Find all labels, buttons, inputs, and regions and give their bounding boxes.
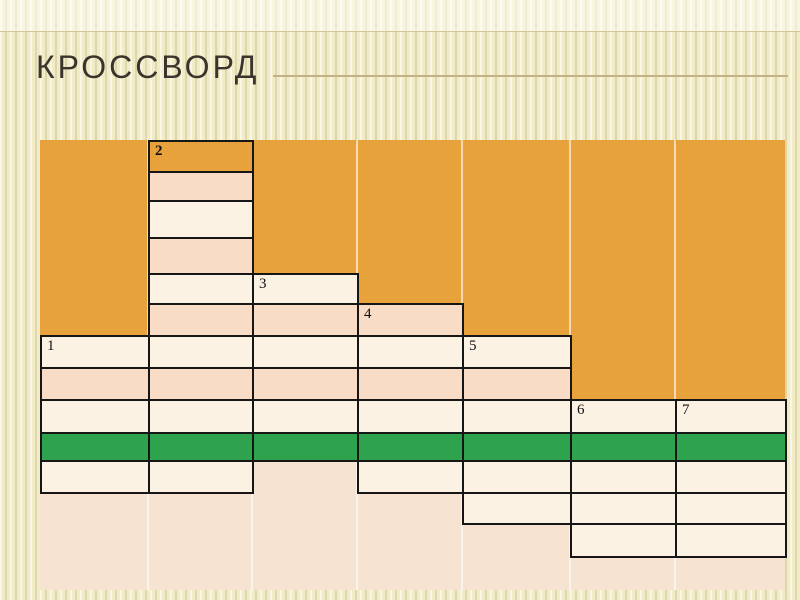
crossword-cell[interactable] (148, 237, 254, 275)
crossword-cell[interactable] (252, 367, 359, 401)
orange-region (40, 140, 148, 335)
orange-region (357, 140, 462, 303)
cell-number: 5 (469, 338, 477, 354)
crossword-cell[interactable] (252, 399, 359, 434)
crossword-cell[interactable] (462, 367, 572, 401)
orange-region (252, 140, 357, 273)
cell-number: 2 (155, 143, 163, 159)
crossword-cell[interactable] (462, 399, 572, 434)
crossword-cell-3[interactable]: 3 (252, 273, 359, 305)
cell-number: 1 (47, 338, 55, 354)
crossword-cell[interactable] (570, 523, 677, 558)
title-rule (273, 75, 788, 78)
crossword-cell-4[interactable]: 4 (357, 303, 464, 337)
crossword-cell[interactable] (462, 432, 572, 462)
crossword-cell[interactable] (252, 303, 359, 337)
crossword-cell[interactable] (40, 460, 150, 494)
crossword-cell[interactable] (357, 335, 464, 369)
crossword-cell[interactable] (357, 432, 464, 462)
cell-number: 7 (682, 402, 690, 418)
crossword-cell[interactable] (148, 273, 254, 305)
crossword-cell[interactable] (148, 367, 254, 401)
crossword-cell[interactable] (252, 335, 359, 369)
crossword-cell[interactable] (357, 460, 464, 494)
crossword-cell[interactable] (40, 432, 150, 462)
crossword-cell[interactable] (40, 399, 150, 434)
crossword-cell[interactable] (675, 492, 787, 525)
crossword-cell[interactable] (675, 523, 787, 558)
crossword-cell-1[interactable]: 1 (40, 335, 150, 369)
crossword-cell[interactable] (148, 432, 254, 462)
crossword-cell[interactable] (148, 303, 254, 337)
crossword-cell[interactable] (570, 432, 677, 462)
crossword-cell-6[interactable]: 6 (570, 399, 677, 434)
orange-region (570, 140, 785, 399)
orange-region (462, 140, 570, 335)
crossword-cell[interactable] (570, 460, 677, 494)
top-decor-band (0, 0, 800, 32)
cell-number: 6 (577, 402, 585, 418)
title-row: КРОССВОРД (36, 49, 790, 85)
crossword-cell[interactable] (148, 399, 254, 434)
crossword-cell[interactable] (357, 399, 464, 434)
crossword-cell-7[interactable]: 7 (675, 399, 787, 434)
cell-number: 4 (364, 306, 372, 322)
slide-title: КРОССВОРД (36, 49, 260, 85)
crossword-cell[interactable] (357, 367, 464, 401)
crossword-cell[interactable] (675, 460, 787, 494)
crossword-cell[interactable] (148, 200, 254, 239)
crossword-cell[interactable] (252, 432, 359, 462)
crossword-cell[interactable] (40, 367, 150, 401)
crossword-cell[interactable] (675, 432, 787, 462)
crossword-cell-5[interactable]: 5 (462, 335, 572, 369)
crossword-cell[interactable] (148, 460, 254, 494)
cell-number: 3 (259, 276, 267, 292)
crossword-cell[interactable] (148, 335, 254, 369)
crossword-cell[interactable] (462, 460, 572, 494)
crossword-cell[interactable] (570, 492, 677, 525)
crossword-cell[interactable] (148, 171, 254, 202)
crossword-cell-2[interactable]: 2 (148, 140, 254, 173)
table-gridline (674, 140, 676, 590)
crossword-cell[interactable] (462, 492, 572, 525)
crossword-grid: 1 2 3 4 5 6 7 (40, 140, 787, 590)
